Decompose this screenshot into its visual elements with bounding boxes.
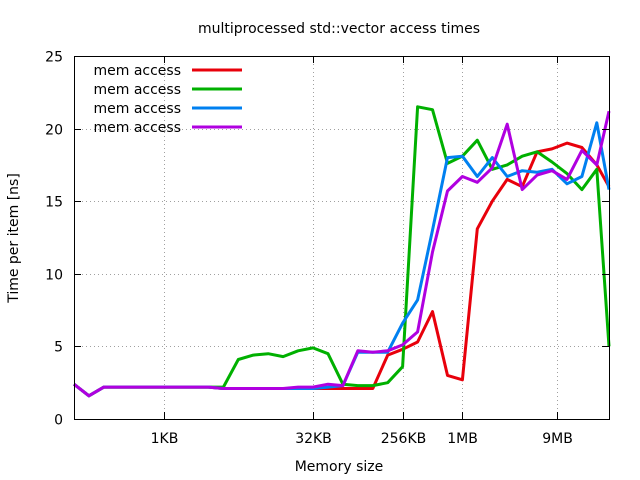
legend-label-4: mem access [93, 120, 181, 136]
series-lines [73, 105, 611, 398]
series-line-3 [73, 121, 611, 398]
legend: mem access mem access mem access mem access [93, 63, 242, 136]
y-tick-label: 20 [45, 123, 63, 139]
x-tick-label: 1MB [447, 431, 478, 447]
y-axis-label: Time per item [ns] [6, 173, 22, 304]
legend-label-1: mem access [93, 63, 181, 79]
plot-frame [74, 56, 610, 420]
x-axis-label: Memory size [295, 459, 384, 475]
x-tick-label: 256KB [381, 431, 427, 447]
series-line-4 [73, 110, 611, 398]
x-tick-label: 9MB [542, 431, 573, 447]
grid [74, 56, 609, 419]
y-tick-label: 25 [45, 50, 63, 66]
y-tick-label: 0 [54, 413, 63, 429]
series-line-2 [73, 105, 611, 398]
chart-title: multiprocessed std::vector access times [198, 21, 480, 37]
y-tick-label: 15 [45, 195, 63, 211]
x-tick-label: 32KB [295, 431, 332, 447]
series-line-1 [73, 141, 611, 398]
axis-ticks: 0 5 10 15 20 25 1KB 32KB 256KB 1MB 9MB [45, 50, 609, 447]
y-tick-label: 5 [54, 340, 63, 356]
legend-label-2: mem access [93, 82, 181, 98]
y-tick-label: 10 [45, 268, 63, 284]
legend-label-3: mem access [93, 101, 181, 117]
x-tick-label: 1KB [151, 431, 179, 447]
